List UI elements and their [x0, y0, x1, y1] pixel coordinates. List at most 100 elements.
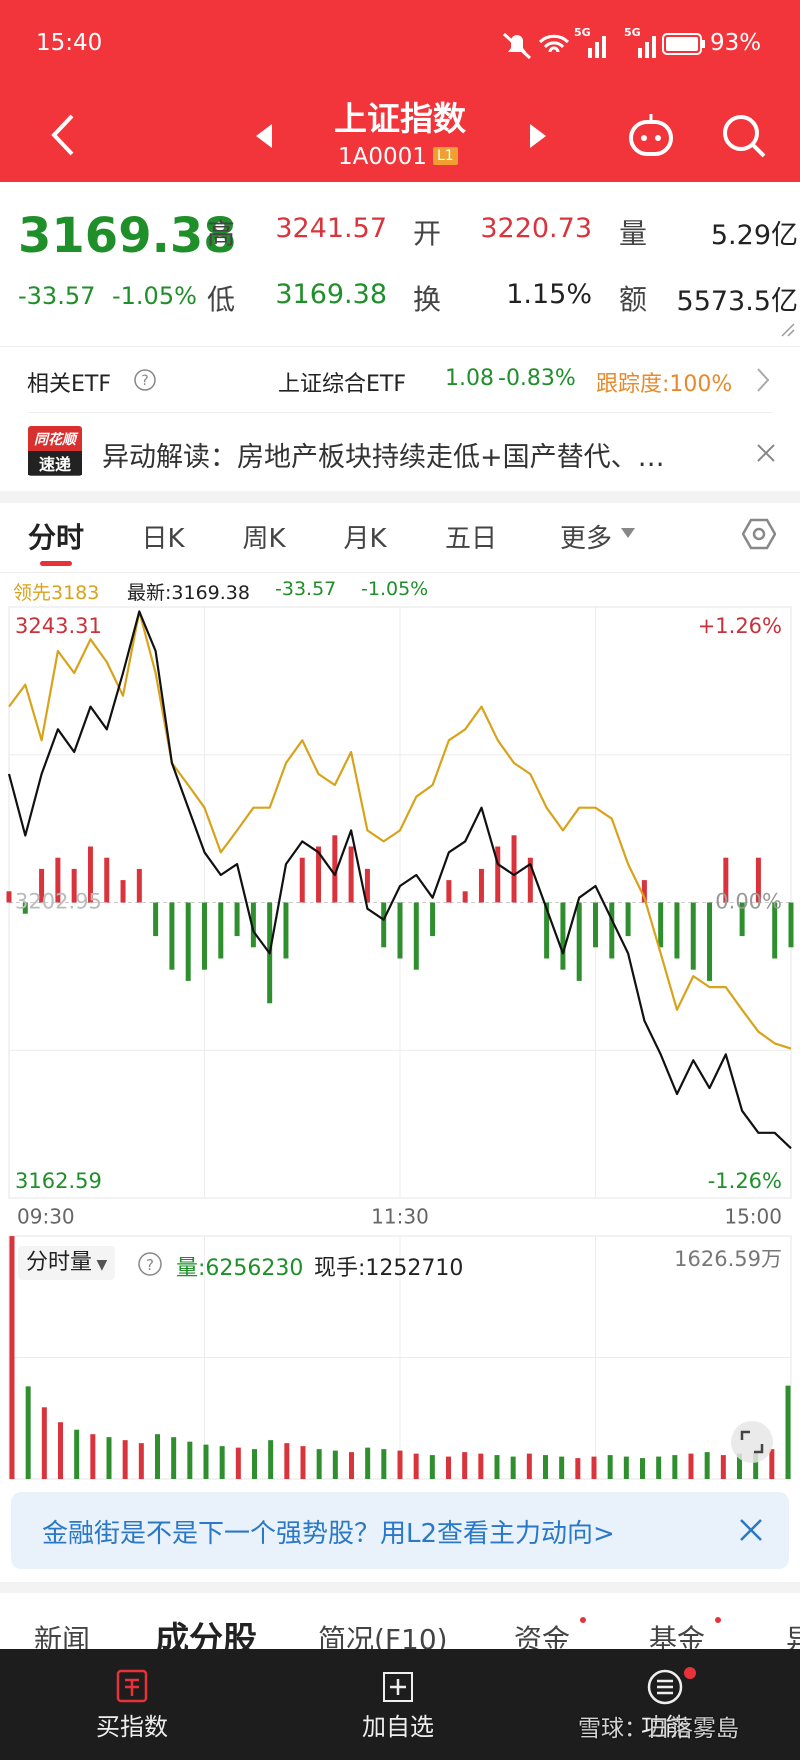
- close-button[interactable]: [755, 442, 777, 464]
- etf-tracking: 跟踪度:100%: [596, 372, 733, 397]
- volume-bar: [688, 1453, 694, 1479]
- volume-bar: [316, 1449, 322, 1479]
- dropdown-arrow: [621, 528, 635, 538]
- volume-selector[interactable]: 分时量 ▼: [18, 1246, 116, 1280]
- promo-banner[interactable]: 金融街是不是下一个强势股？用L2查看主力动向>: [11, 1492, 789, 1569]
- last-price: 3169.38: [18, 208, 237, 264]
- flow-bar: [739, 902, 745, 937]
- fullscreen-button[interactable]: [730, 1420, 774, 1464]
- volume-bar: [462, 1452, 468, 1479]
- buy-icon: [116, 1669, 148, 1703]
- volume-bar: [543, 1455, 548, 1479]
- badge-dot: [580, 1617, 586, 1623]
- stat-value: 1.15%: [506, 279, 592, 310]
- volume-bar: [252, 1449, 257, 1479]
- volume-bar: [138, 1443, 144, 1479]
- flow-bar: [55, 857, 61, 903]
- flow-bar: [364, 868, 370, 903]
- price-change: -33.57: [18, 282, 96, 310]
- divider: [0, 346, 800, 347]
- stat-value: 5.29亿: [710, 220, 798, 251]
- page-title: 上证指数: [334, 99, 466, 138]
- bottom-nav: 买指数 加自选 功能 雪球：日落雾島: [0, 1649, 800, 1760]
- etf-name[interactable]: 上证综合ETF: [278, 372, 406, 397]
- status-time: 15:40: [36, 30, 103, 56]
- chevron[interactable]: [754, 366, 772, 394]
- flow-bar: [185, 902, 191, 981]
- nav-item[interactable]: 加自选: [362, 1713, 434, 1741]
- flow-bar: [202, 902, 207, 970]
- news-text[interactable]: 异动解读：房地产板块持续走低+国产替代、…: [102, 442, 665, 473]
- help-icon[interactable]: ?: [137, 1251, 163, 1277]
- nav-item[interactable]: 买指数: [96, 1713, 168, 1741]
- robot-button[interactable]: [626, 112, 676, 158]
- volume-bar: [268, 1440, 274, 1479]
- volume-bar: [737, 1453, 742, 1479]
- volume-bar: [300, 1446, 306, 1479]
- flow-bar: [136, 868, 142, 903]
- index-code: 1A0001: [338, 144, 427, 170]
- volume-bar: [704, 1452, 710, 1479]
- search-button[interactable]: [720, 112, 768, 160]
- volume-bar: [575, 1458, 581, 1479]
- divider: [28, 412, 772, 413]
- tab[interactable]: 更多: [559, 524, 613, 554]
- hand-text: 现手:1252710: [314, 1250, 463, 1282]
- hand-value: 1252710: [365, 1256, 464, 1281]
- volume-bar: [122, 1440, 128, 1479]
- x-tick-label: 09:30: [17, 1205, 75, 1229]
- help-icon[interactable]: ?: [133, 368, 157, 392]
- flow-bar: [413, 902, 419, 970]
- flow-bar: [462, 891, 468, 903]
- stat-label: 额: [619, 283, 648, 316]
- flow-bar: [381, 902, 387, 948]
- flow-bar: [576, 902, 582, 981]
- volume-bar: [672, 1455, 678, 1479]
- tab[interactable]: 日K: [141, 524, 185, 554]
- volume-bar: [235, 1447, 241, 1479]
- flow-bar: [625, 902, 631, 937]
- menu-icon: [647, 1667, 696, 1705]
- logo-text: 同花顺: [34, 432, 76, 448]
- watermark: 雪球：日落雾島: [578, 1716, 739, 1742]
- tab[interactable]: 分时: [27, 521, 85, 554]
- legend-lead: 领先3183: [13, 582, 100, 604]
- flow-bar: [560, 902, 566, 970]
- tab[interactable]: 月K: [343, 524, 387, 554]
- volume-label: 分时量: [26, 1250, 93, 1275]
- tab[interactable]: 周K: [242, 524, 286, 554]
- network-label: 5G: [624, 26, 641, 39]
- volume-bar: [9, 1236, 15, 1479]
- volume-bar: [429, 1455, 435, 1479]
- prev-button[interactable]: [252, 122, 276, 150]
- volume-bar: [785, 1385, 791, 1479]
- legend-change-pct: -1.05%: [361, 578, 429, 600]
- volume-bar: [155, 1434, 160, 1479]
- volume-bar: [623, 1456, 629, 1479]
- status-icons: [502, 32, 656, 60]
- volume-bar: [58, 1422, 63, 1479]
- volume-bar: [74, 1429, 80, 1479]
- volume-bar: [656, 1456, 662, 1479]
- volume-bar: [332, 1450, 338, 1479]
- banner-text[interactable]: 金融街是不是下一个强势股？用L2查看主力动向>: [42, 1519, 615, 1549]
- stat-value: 3241.57: [275, 213, 387, 244]
- settings-button[interactable]: [742, 517, 776, 551]
- y2-tick-label: -1.26%: [708, 1169, 782, 1193]
- volume-bar: [478, 1453, 484, 1479]
- back-button[interactable]: [44, 112, 84, 158]
- flow-bar: [478, 868, 484, 903]
- flow-bar: [527, 857, 533, 903]
- tab[interactable]: 五日: [444, 524, 498, 554]
- next-button[interactable]: [526, 122, 550, 150]
- volume-bar: [397, 1450, 403, 1479]
- x-tick-label: 15:00: [724, 1205, 782, 1229]
- close-button[interactable]: [739, 1518, 763, 1542]
- volume-text: 量:6256230: [176, 1250, 303, 1282]
- stat-label: 低: [207, 283, 236, 316]
- section-tab[interactable]: 异: [786, 1618, 800, 1658]
- volume-bar: [446, 1456, 451, 1479]
- nav-item[interactable]: 功能: [641, 1713, 689, 1741]
- expand-corner[interactable]: [780, 322, 796, 338]
- volume-bar: [41, 1407, 47, 1479]
